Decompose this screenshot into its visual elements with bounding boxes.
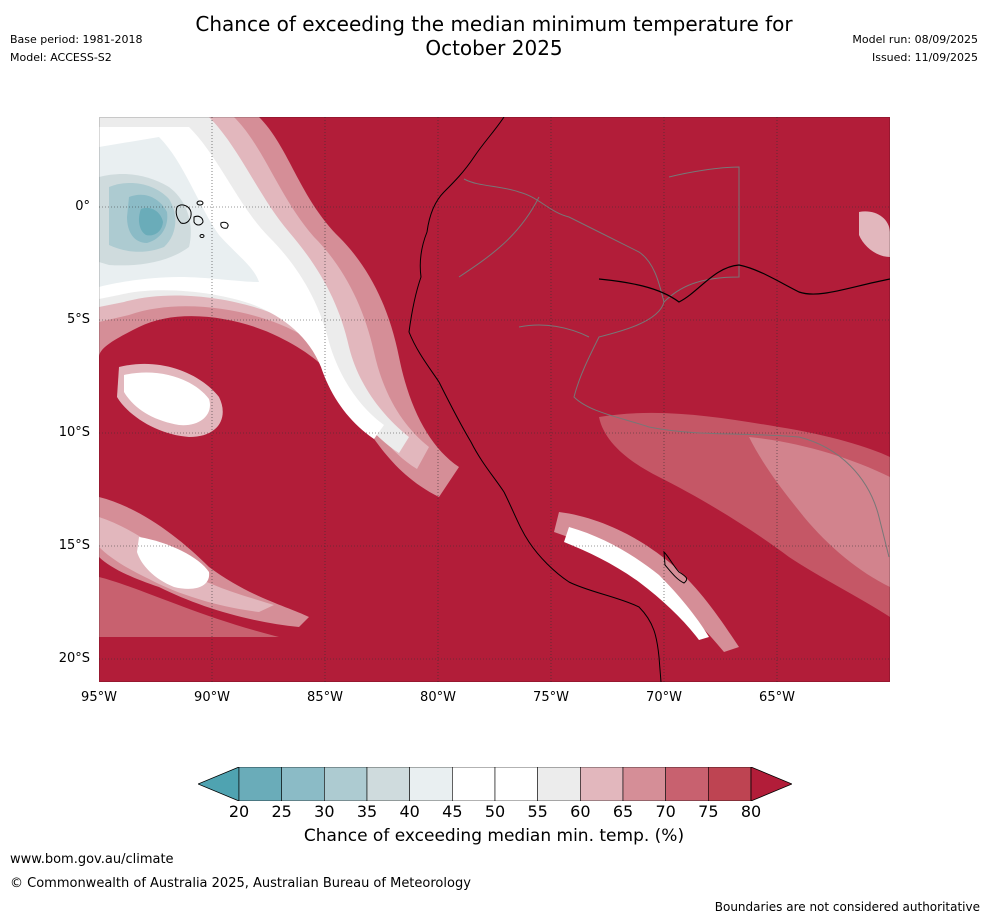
lake-titicaca: [663, 550, 688, 584]
meta-right: Model run: 08/09/2025 Issued: 11/09/2025: [852, 33, 978, 65]
colorbar-tick-label: 30: [314, 802, 335, 821]
colorbar-tick-label: 45: [442, 802, 463, 821]
title-line-2: October 2025: [425, 36, 563, 60]
country-borders: [458, 166, 890, 558]
issued-date: Issued: 11/09/2025: [871, 51, 978, 64]
colorbar-tick-label: 50: [484, 802, 506, 821]
model-name: Model: ACCESS-S2: [10, 51, 112, 64]
lon-label-95w: 95°W: [81, 690, 117, 705]
colorbar-low-arrow: [198, 767, 240, 801]
colorbar-tick-label: 65: [612, 802, 634, 821]
colorbar-tick-label: 25: [271, 802, 292, 821]
colorbar-swatch: [238, 767, 282, 801]
colorbar-high-arrow: [750, 767, 792, 801]
colorbar-tick-label: 75: [698, 802, 719, 821]
colorbar-swatch: [366, 767, 410, 801]
lat-label-20s: 20°S: [58, 651, 90, 666]
lon-label-70w: 70°W: [646, 690, 682, 705]
amazon-river: [598, 264, 890, 303]
colorbar: [198, 767, 792, 801]
lon-label-75w: 75°W: [533, 690, 569, 705]
base-period: Base period: 1981-2018: [10, 33, 143, 46]
coastline: [408, 117, 662, 682]
map-title: Chance of exceeding the median minimum t…: [0, 12, 988, 60]
lat-label-15s: 15°S: [58, 538, 90, 553]
colorbar-tick-label: 70: [655, 802, 676, 821]
lon-label-65w: 65°W: [759, 690, 795, 705]
colorbar-tick-label: 55: [527, 802, 548, 821]
graticule: [99, 117, 890, 682]
colorbar-swatch: [494, 767, 538, 801]
colorbar-swatch: [537, 767, 581, 801]
colorbar-swatch: [409, 767, 453, 801]
lat-label-10s: 10°S: [58, 425, 90, 440]
lon-label-85w: 85°W: [307, 690, 343, 705]
lon-label-80w: 80°W: [420, 690, 456, 705]
footer-copyright: © Commonwealth of Australia 2025, Austra…: [10, 876, 471, 891]
footer-disclaimer: Boundaries are not considered authoritat…: [714, 900, 980, 914]
model-run: Model run: 08/09/2025: [852, 33, 978, 46]
lat-label-5s: 5°S: [66, 312, 90, 327]
colorbar-tick-label: 35: [356, 802, 378, 821]
colorbar-tick-label: 20: [228, 802, 250, 821]
footer-url[interactable]: www.bom.gov.au/climate: [10, 852, 174, 867]
probability-map: [99, 117, 890, 682]
lon-label-90w: 90°W: [194, 690, 230, 705]
colorbar-title: Chance of exceeding median min. temp. (%…: [303, 826, 685, 846]
colorbar-swatch: [622, 767, 666, 801]
colorbar-swatch: [452, 767, 496, 801]
colorbar-tick-label: 60: [570, 802, 591, 821]
title-line-1: Chance of exceeding the median minimum t…: [195, 12, 793, 36]
colorbar-tick-label: 80: [740, 802, 762, 821]
colorbar-swatch: [665, 767, 709, 801]
colorbar-swatch: [281, 767, 325, 801]
colorbar-swatch: [708, 767, 752, 801]
meta-left: Base period: 1981-2018 Model: ACCESS-S2: [10, 33, 142, 65]
colorbar-swatch: [324, 767, 368, 801]
colorbar-swatch: [580, 767, 624, 801]
colorbar-tick-label: 40: [399, 802, 420, 821]
galapagos-islands: [175, 200, 229, 238]
lat-label-0: 0°: [75, 199, 90, 214]
